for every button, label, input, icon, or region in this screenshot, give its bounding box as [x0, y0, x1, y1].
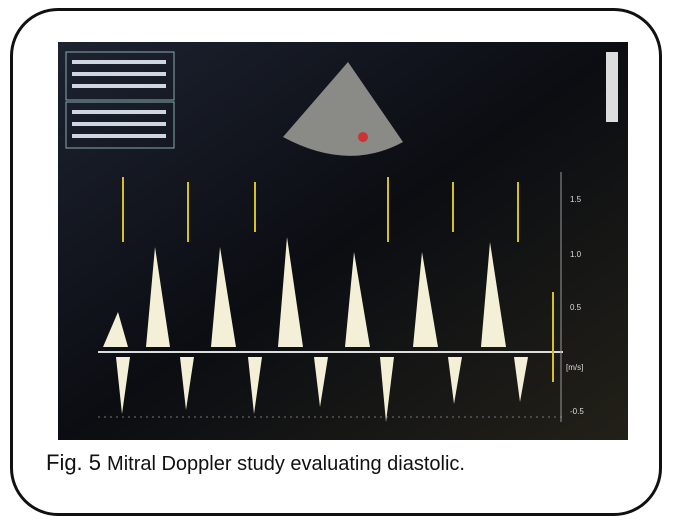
caption-text: Mitral Doppler study evaluating diastoli… — [107, 453, 465, 475]
yellow-streaks — [122, 177, 554, 382]
ultrasound-photo: 1.5 1.0 0.5 [m/s] -0.5 — [58, 42, 628, 440]
scale-label: 0.5 — [570, 303, 582, 312]
color-doppler — [358, 132, 368, 142]
echo-sector — [283, 62, 403, 156]
screen-glare — [606, 52, 618, 122]
figure-frame — [10, 8, 662, 516]
measurement-box — [65, 51, 175, 149]
scale-label: -0.5 — [570, 407, 584, 416]
e-a-waves — [103, 237, 506, 347]
figure-caption: Fig. 5 Mitral Doppler study evaluating di… — [46, 450, 465, 476]
scale-label: 1.5 — [570, 195, 582, 204]
scale-label: 1.0 — [570, 250, 582, 259]
reverse-flow — [116, 357, 528, 422]
measurement-lines — [72, 60, 166, 138]
scale-label: [m/s] — [566, 363, 583, 372]
figure-label: Fig. 5 — [46, 450, 102, 475]
